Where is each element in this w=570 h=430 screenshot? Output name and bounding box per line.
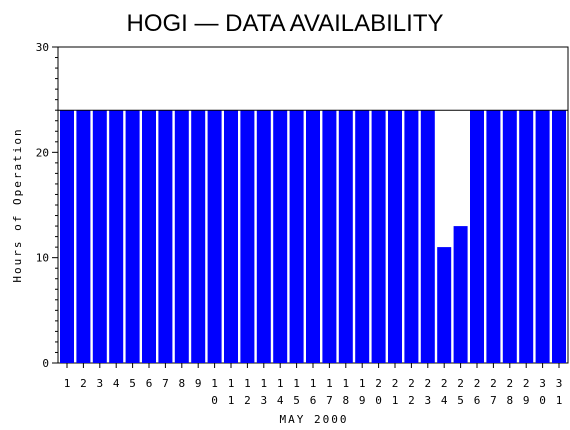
bar-day-7	[158, 110, 173, 363]
bar-day-20	[371, 110, 386, 363]
bar-day-4	[109, 110, 124, 363]
bar-day-22	[404, 110, 419, 363]
y-axis: 0 10 20 30	[36, 41, 58, 370]
bar-day-29	[519, 110, 534, 363]
y-tick-label: 10	[36, 252, 49, 265]
bar-day-12	[240, 110, 255, 363]
bar-day-24	[437, 247, 452, 363]
chart-title: HOGI — DATA AVAILABILITY	[127, 10, 444, 37]
bar-day-3	[92, 110, 107, 363]
x-tick-label: 1	[64, 377, 71, 390]
bar-day-16	[306, 110, 320, 363]
bar-day-27	[486, 110, 501, 363]
bar-day-1	[60, 110, 74, 363]
bar-day-6	[142, 110, 156, 363]
bar-day-17	[322, 110, 337, 363]
bar-day-23	[420, 110, 435, 363]
x-tick-label: 2	[80, 377, 87, 390]
y-tick-label: 20	[36, 146, 49, 159]
y-axis-label: Hours of Operation	[11, 127, 24, 282]
bar-day-10	[207, 110, 222, 363]
y-tick-label: 0	[42, 357, 49, 370]
x-tick-label: 4	[113, 377, 120, 390]
bars-group	[60, 110, 566, 363]
x-tick-label: 9	[195, 377, 202, 390]
x-axis: 1 2 3 4 5 6 7 8 9 1 01 11 21 31 41 51 61 71 81 92 02 12 22 32 42…	[64, 363, 563, 407]
bar-day-30	[535, 110, 550, 363]
bar-day-9	[191, 110, 206, 363]
bar-day-11	[224, 110, 238, 363]
bar-day-25	[453, 226, 468, 363]
bar-day-21	[388, 110, 402, 363]
bar-day-13	[256, 110, 271, 363]
bar-day-18	[338, 110, 353, 363]
bar-day-8	[174, 110, 189, 363]
bar-day-2	[76, 110, 91, 363]
x-tick-label: 8	[178, 377, 185, 390]
bar-day-14	[273, 110, 288, 363]
y-tick-label: 30	[36, 41, 49, 54]
bar-day-5	[125, 110, 140, 363]
bar-day-31	[552, 110, 566, 363]
bar-day-19	[355, 110, 370, 363]
bar-day-26	[470, 110, 484, 363]
x-axis-label: MAY 2000	[280, 413, 349, 426]
x-tick-label: 3	[96, 377, 103, 390]
x-tick-label: 7	[162, 377, 169, 390]
x-tick-label: 5	[129, 377, 136, 390]
bar-day-28	[502, 110, 517, 363]
x-tick-label: 6	[146, 377, 153, 390]
bar-day-15	[289, 110, 304, 363]
